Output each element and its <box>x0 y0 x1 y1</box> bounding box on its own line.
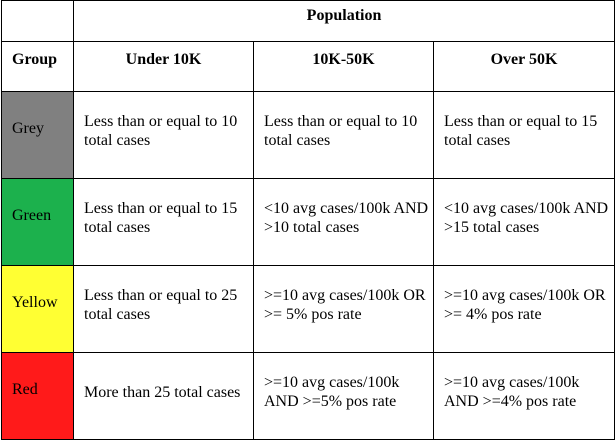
cell-text: Less than or equal to 25 total cases <box>84 287 238 323</box>
cell-text: More than 25 total cases <box>84 383 241 401</box>
cell-text: >=10 avg cases/100k OR >= 5% pos rate <box>264 287 426 323</box>
population-header: Population <box>72 0 616 42</box>
cell-text: Less than or equal to 15 total cases <box>444 113 598 149</box>
table-cell: Less than or equal to 15 total cases <box>432 91 616 179</box>
table-row: Green Less than or equal to 15 total cas… <box>1 178 616 266</box>
table-row: Yellow Less than or equal to 25 total ca… <box>1 265 616 353</box>
cell-text: >=10 avg cases/100k OR >= 4% pos rate <box>444 287 606 323</box>
column-header-10k-50k: 10K-50K <box>253 41 434 92</box>
table-cell: >=10 avg cases/100k OR >= 5% pos rate <box>253 265 434 353</box>
cell-text: Less than or equal to 10 total cases <box>84 113 238 149</box>
table-cell: Less than or equal to 10 total cases <box>73 91 254 179</box>
table-cell: >=10 avg cases/100k AND >=4% pos rate <box>432 352 616 440</box>
group-label: Grey <box>12 119 44 137</box>
group-column-header: Group <box>1 41 74 92</box>
group-label: Green <box>12 206 52 224</box>
column-header-row: Group Under 10K 10K-50K Over 50K <box>1 41 616 92</box>
column-header-under-10k: Under 10K <box>73 41 254 92</box>
corner-cell <box>1 0 74 42</box>
table-row: Grey Less than or equal to 10 total case… <box>1 91 616 179</box>
group-cell-green: Green <box>1 178 74 266</box>
group-label: Red <box>12 380 38 398</box>
table-cell: More than 25 total cases <box>73 352 254 440</box>
table-cell: >=10 avg cases/100k AND >=5% pos rate <box>253 352 434 440</box>
group-cell-grey: Grey <box>1 91 74 179</box>
table-cell: <10 avg cases/100k AND >15 total cases <box>432 178 616 266</box>
column-header-over-50k: Over 50K <box>432 41 616 92</box>
table-cell: >=10 avg cases/100k OR >= 4% pos rate <box>432 265 616 353</box>
table-row: Red More than 25 total cases >=10 avg ca… <box>1 352 616 440</box>
table-cell: Less than or equal to 25 total cases <box>73 265 254 353</box>
group-label: Yellow <box>12 293 58 311</box>
table-cell: <10 avg cases/100k AND >10 total cases <box>253 178 434 266</box>
cell-text: <10 avg cases/100k AND >15 total cases <box>444 200 609 236</box>
cell-text: Less than or equal to 15 total cases <box>84 200 238 236</box>
cell-text: <10 avg cases/100k AND >10 total cases <box>264 200 429 236</box>
group-cell-yellow: Yellow <box>1 265 74 353</box>
title-row: Population <box>1 0 616 42</box>
cell-text: >=10 avg cases/100k AND >=5% pos rate <box>264 374 400 410</box>
table-cell: Less than or equal to 15 total cases <box>73 178 254 266</box>
group-cell-red: Red <box>1 352 74 440</box>
cell-text: Less than or equal to 10 total cases <box>264 113 418 149</box>
cell-text: >=10 avg cases/100k AND >=4% pos rate <box>444 374 580 410</box>
table-cell: Less than or equal to 10 total cases <box>253 91 434 179</box>
